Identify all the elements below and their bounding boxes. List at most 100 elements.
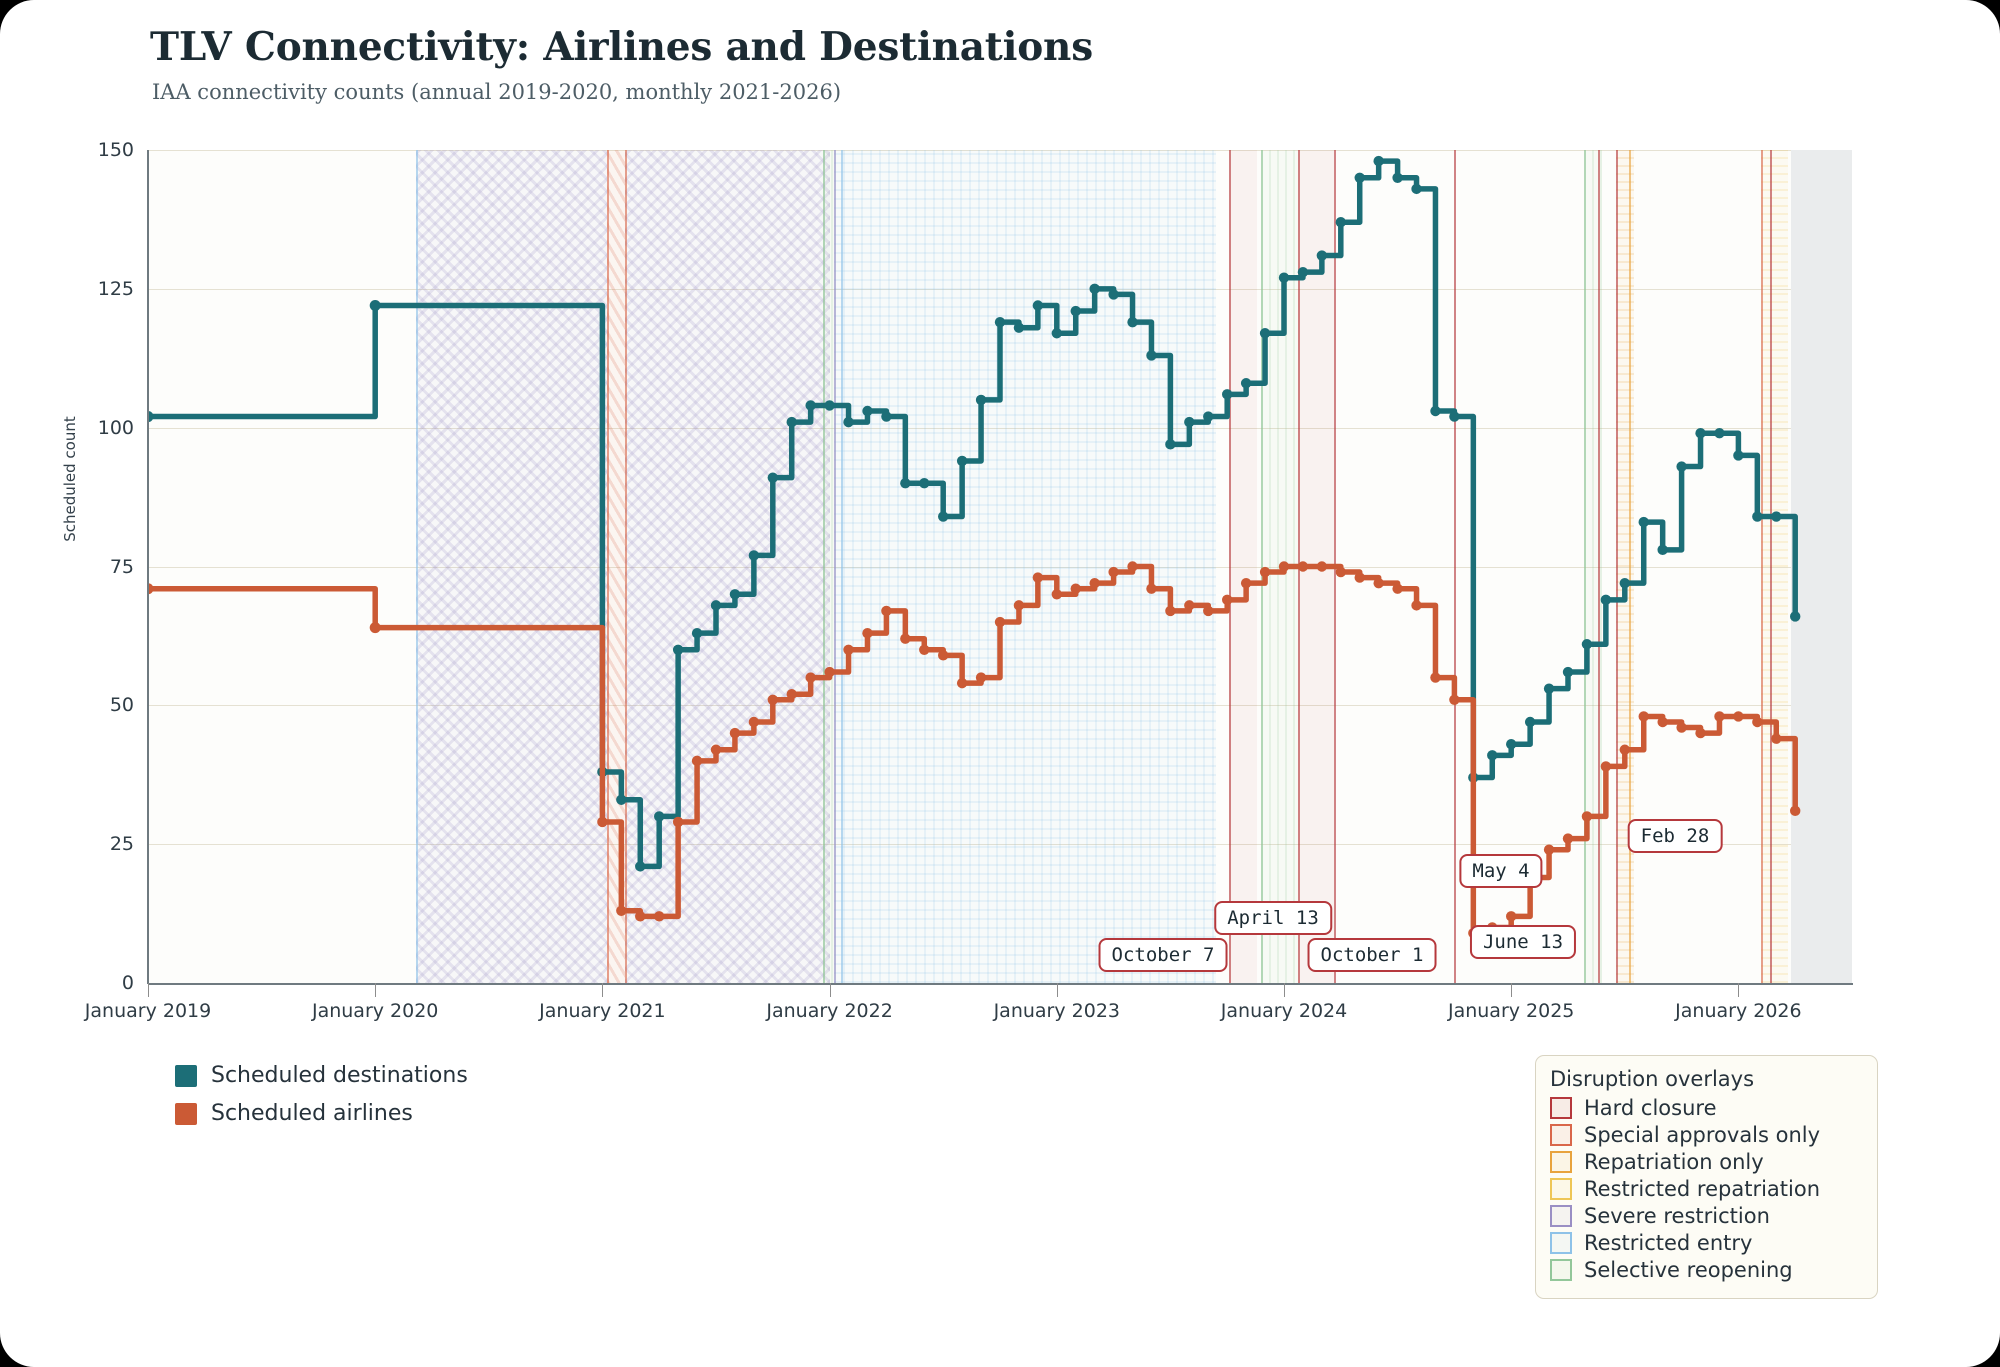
x-tick-label: January 2019 — [84, 1000, 212, 1022]
data-point — [1392, 172, 1403, 183]
series-legend: Scheduled destinations Scheduled airlines — [175, 1063, 468, 1139]
event-line — [1261, 150, 1264, 983]
overlay-legend-item[interactable]: Repatriation only — [1550, 1150, 1863, 1174]
x-tick-label: January 2023 — [993, 1000, 1121, 1022]
event-line — [834, 150, 837, 983]
x-tick-mark — [1511, 983, 1513, 997]
x-tick-label: January 2026 — [1675, 1000, 1802, 1022]
y-tick-label: 0 — [121, 972, 134, 994]
data-point — [1013, 600, 1025, 611]
data-point — [1070, 583, 1081, 594]
data-point — [956, 455, 968, 467]
gridline — [148, 566, 1852, 568]
data-point — [1771, 511, 1782, 522]
data-point — [616, 794, 627, 805]
page-subtitle: IAA connectivity counts (annual 2019-202… — [152, 80, 842, 104]
data-point — [1184, 600, 1195, 611]
overlay-legend-item[interactable]: Severe restriction — [1550, 1204, 1863, 1228]
gridline — [148, 705, 1852, 707]
data-point — [1733, 711, 1744, 722]
data-point — [767, 694, 778, 705]
overlay-legend-item[interactable]: Restricted repatriation — [1550, 1177, 1863, 1201]
overlay-legend-item[interactable]: Selective reopening — [1550, 1258, 1863, 1282]
data-point — [1278, 272, 1290, 283]
data-point — [1695, 727, 1706, 739]
data-point — [691, 755, 703, 767]
y-tick-label: 100 — [97, 416, 134, 439]
data-point — [1127, 561, 1138, 572]
event-line — [822, 150, 825, 983]
overlay-legend-item[interactable]: Hard closure — [1550, 1096, 1863, 1120]
data-point — [729, 589, 741, 600]
data-point — [1335, 566, 1347, 578]
data-point — [881, 605, 892, 617]
x-tick-mark — [829, 983, 831, 997]
overlay-legend-label: Hard closure — [1584, 1096, 1717, 1120]
gridline — [148, 427, 1852, 429]
event-annotation[interactable]: May 4 — [1459, 854, 1543, 888]
x-tick-mark — [148, 983, 149, 997]
overlay-band — [822, 150, 835, 983]
x-tick-mark — [1056, 983, 1058, 997]
data-point — [1373, 155, 1384, 167]
data-point — [1316, 250, 1328, 261]
event-annotation[interactable]: April 13 — [1214, 901, 1332, 935]
data-point — [672, 644, 684, 655]
overlay-legend-item[interactable]: Restricted entry — [1550, 1231, 1863, 1255]
overlay-legend-label: Restricted entry — [1584, 1231, 1753, 1255]
data-point — [919, 644, 930, 655]
overlay-band-hatch — [1583, 150, 1603, 983]
data-point — [994, 316, 1006, 328]
event-line — [625, 150, 628, 983]
data-point — [654, 811, 665, 822]
legend-label: Scheduled airlines — [211, 1101, 413, 1126]
x-tick-label: January 2021 — [539, 1000, 666, 1022]
data-point — [1089, 577, 1100, 589]
event-line — [1597, 150, 1600, 983]
data-point — [654, 911, 665, 922]
overlay-legend-swatch — [1550, 1259, 1572, 1281]
data-point — [975, 672, 987, 683]
data-point — [1259, 328, 1271, 339]
overlay-band-hatch — [416, 150, 607, 983]
event-annotation[interactable]: October 7 — [1098, 938, 1228, 972]
data-point — [1790, 611, 1801, 622]
data-point — [1070, 305, 1081, 317]
data-point — [1430, 672, 1441, 683]
data-point — [1297, 266, 1309, 278]
event-line — [1229, 150, 1232, 983]
data-point — [1259, 566, 1271, 578]
x-tick-label: January 2020 — [311, 1000, 439, 1022]
event-annotation[interactable]: June 13 — [1469, 925, 1577, 959]
series-legend-item[interactable]: Scheduled destinations — [175, 1063, 468, 1088]
y-axis-line — [147, 150, 149, 984]
data-point — [824, 400, 835, 411]
page-title: TLV Connectivity: Airlines and Destinati… — [150, 24, 1093, 70]
data-point — [1240, 577, 1252, 589]
y-tick-label: 25 — [109, 833, 134, 856]
data-point — [1676, 722, 1687, 733]
data-point — [710, 600, 722, 611]
event-line — [1770, 150, 1773, 983]
data-point — [1430, 405, 1441, 417]
data-point — [1524, 716, 1536, 728]
data-point — [1543, 683, 1555, 694]
series-line — [148, 158, 1798, 870]
event-line — [1761, 150, 1764, 983]
data-point — [148, 411, 154, 423]
data-point — [805, 400, 816, 411]
data-point — [1392, 583, 1403, 594]
y-tick-label: 125 — [97, 277, 134, 300]
overlay-legend-item[interactable]: Special approvals only — [1550, 1123, 1863, 1147]
data-point — [1562, 833, 1574, 844]
data-point — [975, 394, 987, 406]
overlay-legend-label: Severe restriction — [1584, 1204, 1770, 1228]
series-legend-item[interactable]: Scheduled airlines — [175, 1101, 468, 1126]
data-point — [1581, 639, 1593, 650]
data-point — [729, 727, 741, 739]
event-annotation[interactable]: October 1 — [1307, 938, 1437, 972]
overlay-legend-label: Selective reopening — [1584, 1258, 1793, 1282]
event-annotation[interactable]: Feb 28 — [1627, 819, 1723, 853]
data-point — [1108, 566, 1119, 578]
x-tick-mark — [375, 983, 377, 997]
